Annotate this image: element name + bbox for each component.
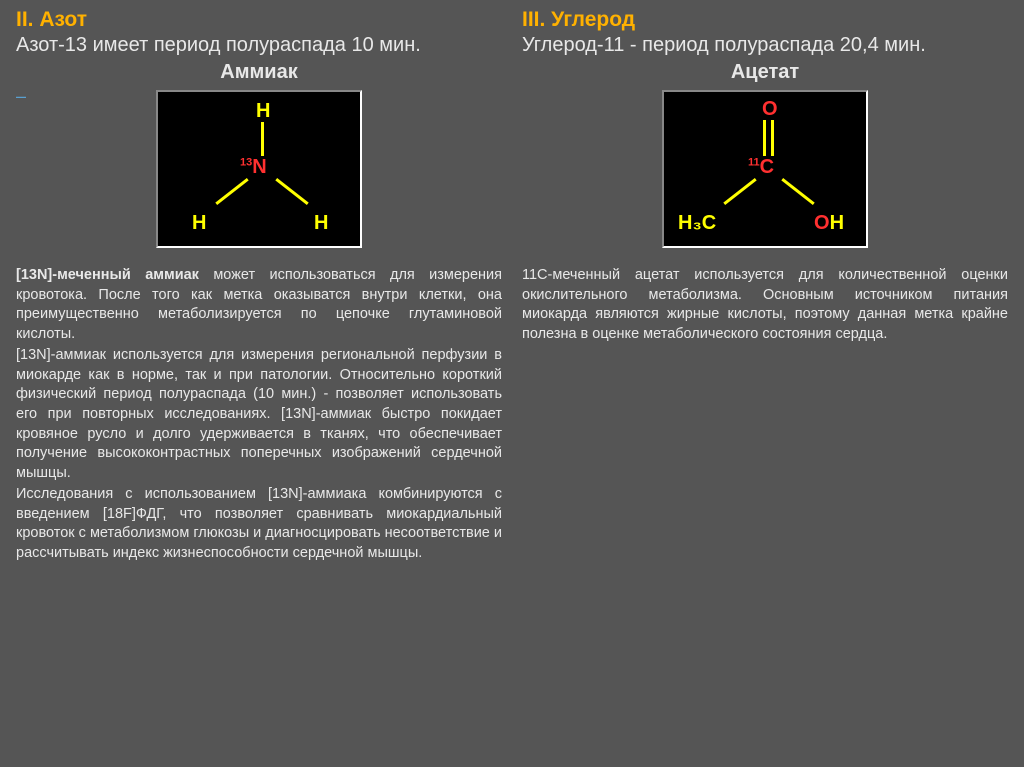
nitrogen-body: [13N]-меченный аммиак может использовать… (16, 266, 502, 565)
carbon-subheading: Углерод-11 - период полураспада 20,4 мин… (522, 34, 1008, 57)
bond-dbl-1 (763, 120, 766, 156)
atom-h-br: H (314, 212, 328, 235)
nitrogen-para1: [13N]-меченный аммиак может использовать… (16, 266, 502, 344)
acetate-molecule-wrap: 11C O OH H₃C (522, 90, 1008, 248)
bond-dbl-2 (771, 120, 774, 156)
atom-c11: 11C (748, 156, 774, 179)
atom-h3c: H₃C (678, 212, 716, 235)
nitrogen-heading: II. Азот (16, 8, 502, 32)
bond-ch3 (723, 178, 756, 205)
atom-o-top: O (762, 98, 778, 121)
atom-oh: OH (814, 212, 844, 235)
nitrogen-para2: [13N]-аммиак используется для измерения … (16, 346, 502, 483)
ammonia-molecule: 13N H H H (156, 90, 362, 248)
left-column: II. Азот Азот-13 имеет период полураспад… (16, 8, 512, 751)
nitrogen-para3: Исследования с использованием [13N]-амми… (16, 485, 502, 563)
nitrogen-subheading: Азот-13 имеет период полураспада 10 мин. (16, 34, 502, 57)
bond-oh (781, 178, 814, 205)
bond-top (261, 122, 264, 156)
bond-br (275, 178, 308, 205)
ammonia-molecule-wrap: 13N H H H (16, 90, 502, 248)
atom-h-top: H (256, 100, 270, 123)
ammonia-title: Аммиак (16, 61, 502, 84)
bond-bl (215, 178, 248, 205)
atom-h-bl: H (192, 212, 206, 235)
acetate-molecule: 11C O OH H₃C (662, 90, 868, 248)
carbon-para1: 11С-меченный ацетат используется для кол… (522, 266, 1008, 344)
acetate-title: Ацетат (522, 61, 1008, 84)
atom-n13: 13N (240, 156, 267, 179)
right-column: III. Углерод Углерод-11 - период полурас… (512, 8, 1008, 751)
carbon-heading: III. Углерод (522, 8, 1008, 32)
dash-mark: – (16, 86, 26, 107)
carbon-body: 11С-меченный ацетат используется для кол… (522, 266, 1008, 346)
